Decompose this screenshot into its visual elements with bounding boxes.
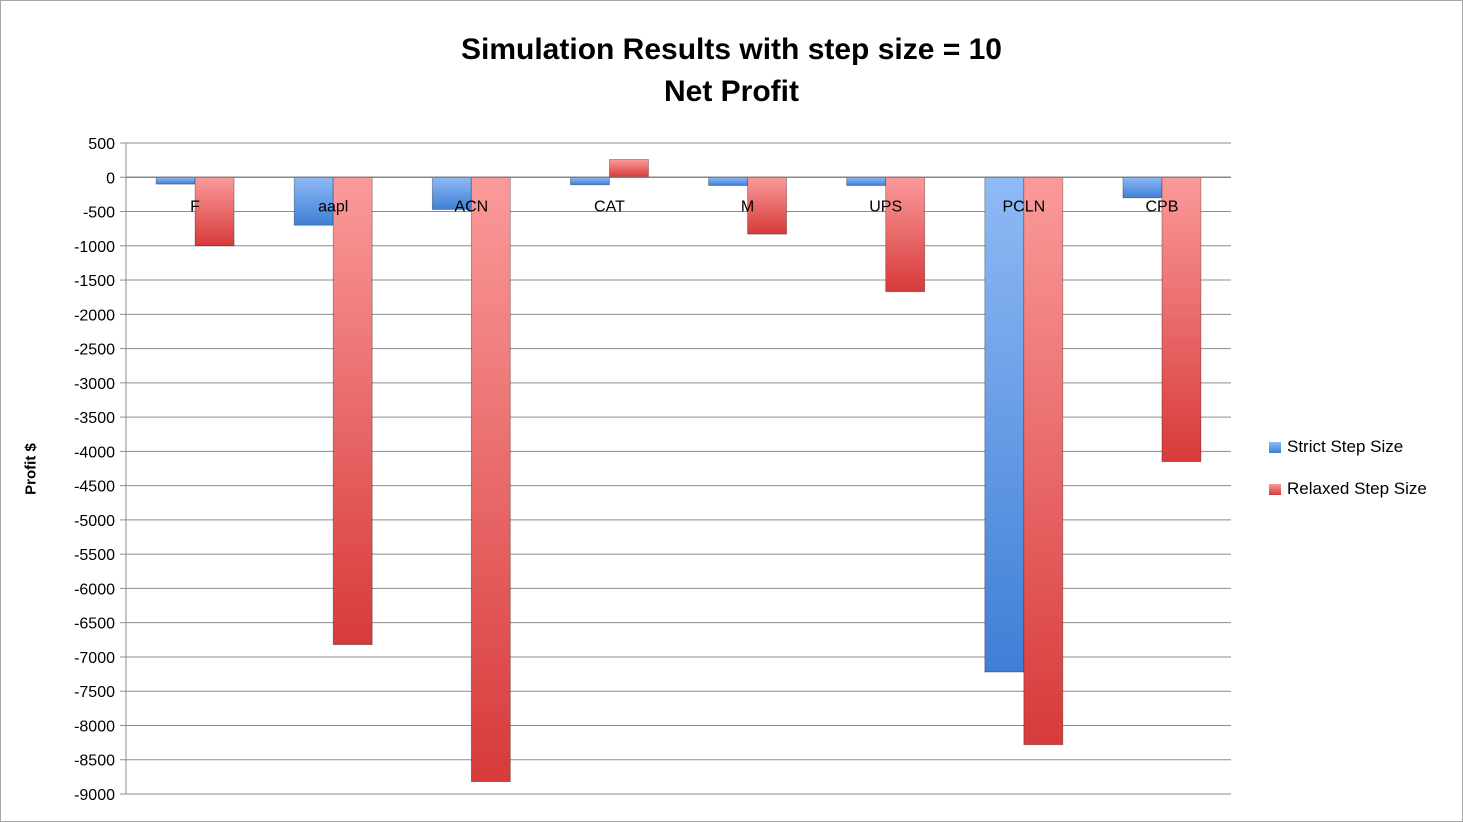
bar-relaxed-F (194, 176, 235, 247)
bar-strict-M (708, 176, 748, 186)
bar-strict-PCLN (984, 176, 1025, 673)
y-tick-label: -7000 (74, 650, 115, 667)
bar-relaxed-UPS (885, 176, 926, 293)
chart-title: Simulation Results with step size = 10 (461, 33, 1002, 66)
x-tick-label: UPS (869, 198, 902, 215)
chart-title-block: Simulation Results with step size = 10 N… (1, 29, 1462, 113)
legend-item-strict: Strict Step Size (1269, 437, 1403, 457)
y-tick-label: -6000 (74, 581, 115, 598)
bar-strict-CAT (570, 176, 610, 186)
bar-strict-F (155, 176, 196, 185)
legend-swatch-relaxed (1269, 484, 1281, 495)
y-tick-label: -5000 (74, 513, 115, 530)
y-tick-label: -2500 (74, 342, 115, 359)
bar-strict-UPS (846, 176, 887, 186)
legend-label-relaxed: Relaxed Step Size (1287, 479, 1427, 498)
bar-relaxed-aapl (332, 176, 373, 646)
y-tick-label: -1000 (74, 239, 115, 256)
y-tick-label: -7500 (74, 684, 115, 701)
bar-relaxed-PCLN (1023, 176, 1064, 746)
x-tick-label: F (190, 198, 200, 215)
x-tick-label: CPB (1145, 198, 1178, 215)
y-tick-label: 500 (88, 136, 115, 153)
x-tick-label: ACN (454, 198, 488, 215)
y-tick-label: -3000 (74, 376, 115, 393)
y-tick-label: -8500 (74, 753, 115, 770)
y-tick-label: -4500 (74, 479, 115, 496)
bar-relaxed-CAT (609, 159, 649, 178)
y-tick-label: -2000 (74, 307, 115, 324)
legend-swatch-strict (1269, 442, 1281, 453)
y-tick-label: -6500 (74, 616, 115, 633)
bar-relaxed-ACN (470, 176, 511, 783)
x-tick-label: M (741, 198, 754, 215)
x-tick-label: PCLN (1002, 198, 1045, 215)
x-tick-label: aapl (318, 198, 348, 215)
x-tick-label: CAT (594, 198, 625, 215)
y-tick-label: -500 (83, 205, 115, 222)
legend-item-relaxed: Relaxed Step Size (1269, 479, 1427, 499)
y-tick-label: -5500 (74, 547, 115, 564)
y-tick-label: -9000 (74, 787, 115, 804)
y-tick-label: 0 (106, 170, 115, 187)
bar-relaxed-M (747, 176, 787, 235)
bar-relaxed-CPB (1161, 176, 1202, 463)
bar-strict-CPB (1122, 176, 1163, 199)
y-tick-label: -4000 (74, 444, 115, 461)
y-tick-label: -3500 (74, 410, 115, 427)
bar-strict-ACN (431, 176, 472, 210)
chart-subtitle: Net Profit (664, 75, 799, 108)
y-tick-label: -8000 (74, 718, 115, 735)
legend-label-strict: Strict Step Size (1287, 437, 1404, 456)
y-tick-label: -1500 (74, 273, 115, 290)
